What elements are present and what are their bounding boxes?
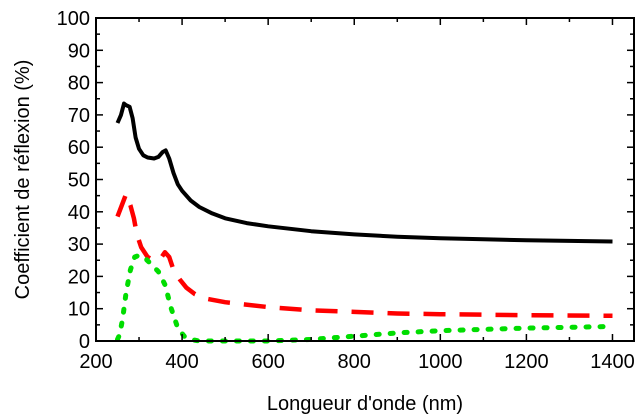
x-tick-label: 400: [165, 351, 198, 373]
y-tick-label: 30: [68, 234, 90, 256]
x-axis-title: Longueur d'onde (nm): [267, 393, 463, 414]
x-tick-label: 1200: [504, 351, 549, 373]
y-tick-label: 40: [68, 202, 90, 224]
x-tick-label: 1000: [418, 351, 463, 373]
y-tick-label: 10: [68, 299, 90, 321]
y-tick-label: 90: [68, 40, 90, 62]
y-tick-label: 100: [57, 8, 90, 30]
y-tick-label: 0: [79, 331, 90, 353]
series-layer: [115, 101, 615, 344]
series-line-solid: [115, 101, 613, 244]
y-axis-title: Coefficient de réflexion (%): [12, 60, 34, 300]
y-tick-label: 60: [68, 137, 90, 159]
x-tick-label: 200: [79, 351, 112, 373]
x-tick-label: 1400: [590, 351, 635, 373]
x-tick-label: 800: [338, 351, 371, 373]
y-tick-label: 70: [68, 105, 90, 127]
ticks-layer: [95, 17, 634, 342]
y-tick-label: 80: [68, 73, 90, 95]
tick-labels-layer: 200 400 600 800 1000 1200 1400 0 10 20 30 40 50 60 70 8…: [57, 8, 635, 373]
series-line-dotted: [115, 252, 615, 344]
series-line-dashed: [115, 191, 613, 319]
x-tick-label: 600: [251, 351, 284, 373]
y-tick-label: 50: [68, 170, 90, 192]
y-tick-label: 20: [68, 266, 90, 288]
